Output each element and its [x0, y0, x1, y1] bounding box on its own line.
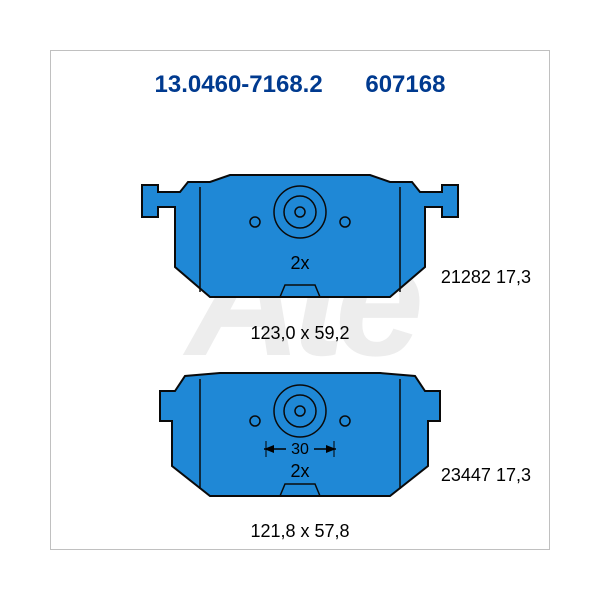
pad-2-side-code: 23447 17,3 [441, 465, 531, 486]
pad-2-svg: 30 2x [150, 361, 450, 516]
pad-2: 30 2x [150, 361, 450, 516]
pad-2-qty: 2x [290, 461, 309, 481]
pad-1-dimension: 123,0 x 59,2 [250, 323, 349, 344]
pad-1-outline-icon [142, 175, 458, 297]
part-number: 13.0460-7168.2 [155, 71, 323, 98]
pad-1-side-code: 21282 17,3 [441, 267, 531, 288]
pad-2-inner-width-value: 30 [291, 441, 309, 458]
pad-1: 2x [140, 167, 460, 317]
diagram-content: 13.0460-7168.2 607168 [51, 51, 549, 549]
short-code: 607168 [365, 71, 445, 98]
diagram-frame: Ate 13.0460-7168.2 607168 [50, 50, 550, 550]
header: 13.0460-7168.2 607168 [51, 51, 549, 99]
pad-2-dimension: 121,8 x 57,8 [250, 521, 349, 542]
pad-1-qty: 2x [290, 253, 309, 273]
pad-1-svg: 2x [140, 167, 460, 317]
